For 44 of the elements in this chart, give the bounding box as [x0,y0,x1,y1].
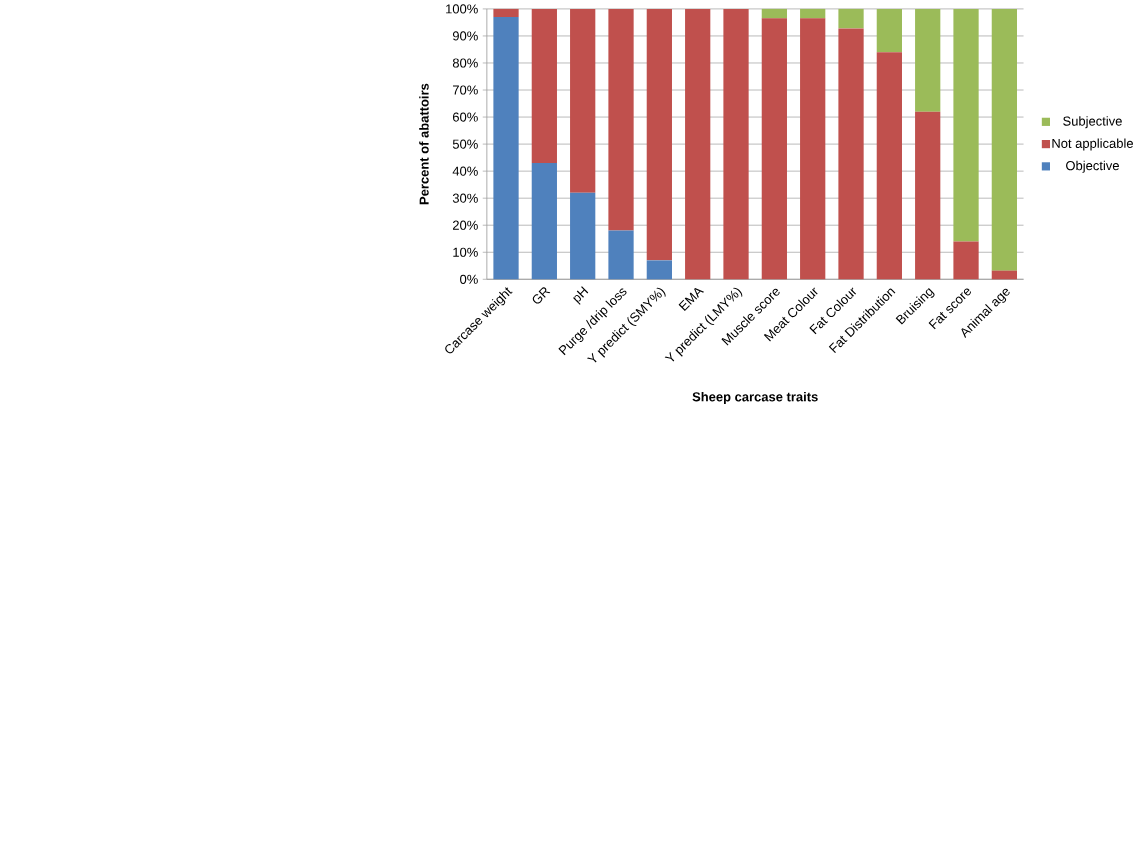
bar [876,52,902,280]
y-tick-label: 50% [452,139,478,149]
y-tick-label: 90% [452,31,478,41]
bar [953,8,979,242]
bar [608,230,634,280]
bar [915,8,941,112]
y-tick-label: 30% [452,193,478,203]
bar [991,8,1017,271]
y-tick-label: 80% [452,58,478,68]
bar [646,8,672,261]
bar [876,8,902,53]
bar [761,18,787,280]
bar [531,162,557,280]
bar [991,270,1017,280]
y-tick-label: 60% [452,112,478,122]
legend-label: Objective [1066,160,1119,173]
y-tick-label: 20% [452,220,478,230]
y-tick-label: 100% [446,4,478,14]
x-tick-label: pH [573,286,589,305]
bar [608,8,634,231]
legend-label: Not applicable [1052,138,1133,151]
bar [646,260,672,280]
y-tick-label: 70% [452,85,478,95]
bar [570,8,596,193]
bar [570,192,596,280]
bar [838,28,864,280]
y-tick-label: 10% [453,247,478,257]
x-tick-label: GR [532,287,551,304]
bar [838,8,864,29]
y-tick-label: 0% [460,274,478,284]
bar [723,8,749,280]
bar [531,8,557,163]
bar [953,241,979,280]
y-tick-label: 40% [452,166,478,176]
y-axis-title: Percent of abattoirs [419,83,429,205]
x-axis-title: Sheep carcase traits [692,391,818,404]
bar [800,8,826,19]
bar [493,8,519,17]
bar [915,111,941,280]
bar [493,16,519,280]
bar [685,8,711,280]
bar [761,8,787,19]
bar [800,18,826,280]
legend-label: Subjective [1063,116,1122,129]
